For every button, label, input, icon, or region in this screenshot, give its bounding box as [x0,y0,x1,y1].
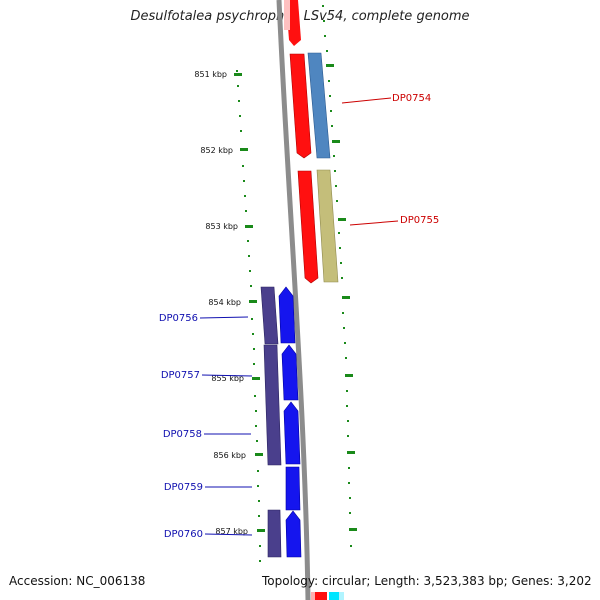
scale-label: 857 kbp [215,527,248,536]
scale-label: 856 kbp [213,451,246,460]
gene-label-DP0759[interactable]: DP0759 [164,482,203,493]
gene-DP0760-purple [267,509,282,558]
gene-label-DP0760[interactable]: DP0760 [164,529,203,540]
gene-label-DP0757[interactable]: DP0757 [161,370,200,381]
right-major-ticks [326,64,357,531]
right-tick-column [322,5,352,547]
gene-DP0755-khaki [316,169,339,283]
gene-DP0760-blue [285,510,302,558]
gene-feature-red-bottom [315,592,327,600]
gene-DP0758-blue [283,401,301,465]
gene-label-DP0754[interactable]: DP0754 [392,93,431,104]
scale-label: 853 kbp [205,222,238,231]
gene-DP0756-blue [278,286,296,344]
scale-label: 851 kbp [194,70,227,79]
accession-label: Accession: NC_006138 [9,574,146,588]
gene-label-DP0755[interactable]: DP0755 [400,215,439,226]
genome-backbone [276,0,311,600]
gene-DP0756-purple [260,286,279,345]
genome-summary: Topology: circular; Length: 3,523,383 bp… [262,574,592,588]
gene-DP0755-red [297,170,319,284]
scale-label: 854 kbp [208,298,241,307]
label-leader-lines [199,97,399,536]
gene-label-DP0756[interactable]: DP0756 [159,313,198,324]
gene-feature-pink-bottom [311,592,315,600]
gene-feature-cyan-bottom [329,592,339,600]
gene-feature-pink-top [284,0,290,30]
gene-DP0757-purple [263,344,282,466]
gene-label-DP0758[interactable]: DP0758 [163,429,202,440]
map-title: Desulfotalea psychrophila LSv54, complet… [130,9,470,24]
gene-DP0757-blue [281,344,299,401]
gene-DP0754-red [289,53,312,159]
scale-label: 855 kbp [211,374,244,383]
gene-feature-lightcyan-bottom [339,592,344,600]
left-major-ticks [234,73,265,532]
gene-DP0759-blue [285,466,301,511]
left-tick-column [236,70,261,562]
gene-DP0754-steelblue [307,52,331,159]
scale-label: 852 kbp [200,146,233,155]
